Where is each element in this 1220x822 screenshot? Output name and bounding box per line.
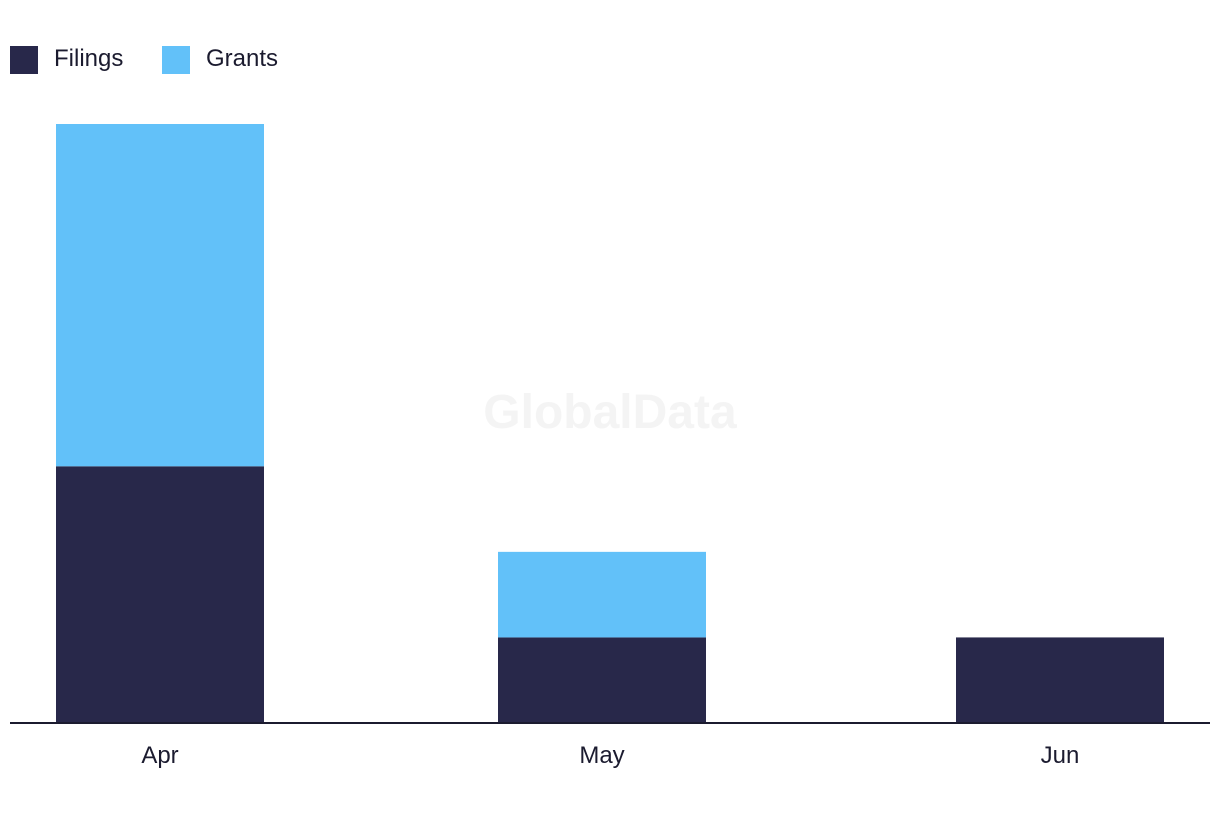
legend-swatch-grants bbox=[162, 46, 190, 74]
legend-item-grants: Grants bbox=[162, 45, 278, 74]
legend-item-filings: Filings bbox=[10, 45, 123, 74]
x-tick-labels: Apr May Jun bbox=[141, 742, 1079, 769]
legend-swatch-filings bbox=[10, 46, 38, 74]
watermark-text: GlobalData bbox=[483, 386, 737, 439]
legend: Filings Grants bbox=[10, 45, 278, 74]
x-tick-label-may: May bbox=[579, 742, 624, 769]
bar-grants-apr bbox=[56, 124, 264, 467]
bar-filings-jun bbox=[956, 637, 1164, 723]
bar-filings-apr bbox=[56, 466, 264, 723]
x-tick-label-jun: Jun bbox=[1041, 742, 1080, 769]
legend-label-grants: Grants bbox=[206, 45, 278, 72]
x-tick-label-apr: Apr bbox=[141, 742, 178, 769]
legend-label-filings: Filings bbox=[54, 45, 123, 72]
bar-grants-may bbox=[498, 551, 706, 638]
bars bbox=[56, 124, 1164, 723]
bar-filings-may bbox=[498, 637, 706, 723]
